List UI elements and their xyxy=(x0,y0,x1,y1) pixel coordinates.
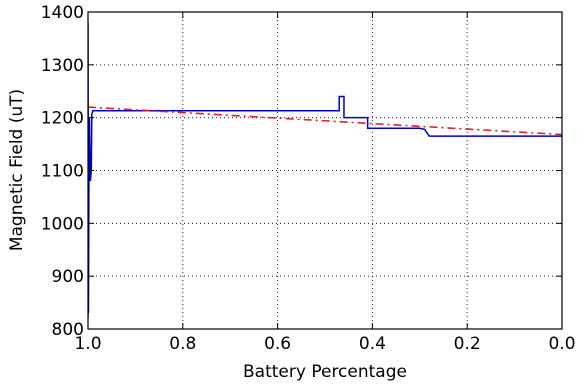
y-tick-label: 1000 xyxy=(41,214,84,234)
tick-labels: 1.0 0.8 0.6 0.4 0.2 0.0 800 900 1000 1100 1200 1300… xyxy=(41,3,576,354)
y-tick-label: 1300 xyxy=(41,56,84,76)
y-tick-label: 1200 xyxy=(41,109,84,129)
y-tick-label: 1400 xyxy=(41,3,84,23)
x-tick-label: 0.4 xyxy=(359,334,386,354)
series-layer xyxy=(88,22,562,319)
y-tick-label: 800 xyxy=(52,320,84,340)
axes xyxy=(87,11,563,330)
x-tick-label: 1.0 xyxy=(74,334,101,354)
grid xyxy=(87,11,563,330)
y-tick-label: 1100 xyxy=(41,162,84,182)
y-axis-label: Magnetic Field (uT) xyxy=(7,89,27,251)
x-tick-label: 0.8 xyxy=(169,334,196,354)
series-solid-line xyxy=(88,22,562,319)
x-axis-label: Battery Percentage xyxy=(243,362,407,382)
x-tick-label: 0.6 xyxy=(264,334,291,354)
x-tick-label: 0.2 xyxy=(454,334,481,354)
series-dashed-line xyxy=(88,106,562,136)
y-tick-label: 900 xyxy=(52,267,84,287)
x-tick-label: 0.0 xyxy=(548,334,575,354)
